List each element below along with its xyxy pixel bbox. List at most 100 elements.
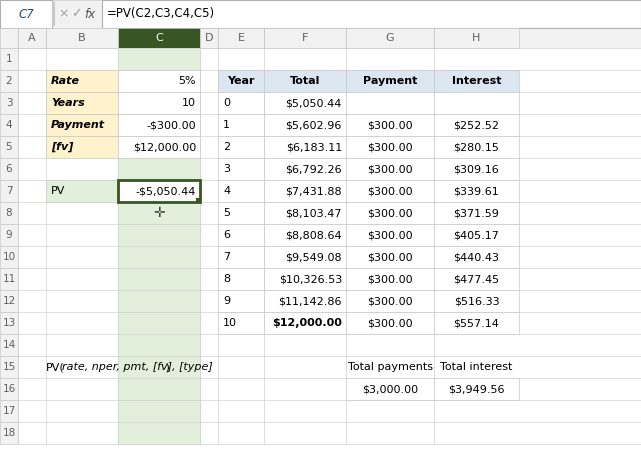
Bar [346, 136, 434, 158]
Text: 6: 6 [6, 164, 12, 174]
Text: ✓: ✓ [71, 8, 81, 21]
Bar [200, 28, 218, 48]
Text: 10: 10 [223, 318, 237, 328]
Bar [264, 92, 346, 114]
Bar [218, 268, 264, 290]
Text: $6,792.26: $6,792.26 [285, 164, 342, 174]
Bar [46, 28, 118, 48]
Bar [118, 70, 200, 92]
Text: $5,050.44: $5,050.44 [286, 98, 342, 108]
Text: fx: fx [85, 8, 96, 21]
Text: $12,000.00: $12,000.00 [272, 318, 342, 328]
Bar [18, 28, 46, 48]
Text: E: E [238, 33, 244, 43]
Bar [0, 92, 18, 114]
Text: $440.43: $440.43 [453, 252, 499, 262]
Bar [218, 92, 264, 114]
Text: ✛: ✛ [153, 206, 165, 220]
Bar [118, 224, 200, 246]
Text: =PV(C2,C3,C4,C5): =PV(C2,C3,C4,C5) [107, 8, 215, 21]
Bar [46, 92, 118, 114]
Text: C7: C7 [18, 8, 34, 21]
Text: $300.00: $300.00 [367, 120, 413, 130]
Text: Payment: Payment [363, 76, 417, 86]
Bar [0, 422, 18, 444]
Bar [218, 312, 264, 334]
Text: 3: 3 [6, 98, 12, 108]
Text: $405.17: $405.17 [454, 230, 499, 240]
Bar [346, 180, 434, 202]
Bar [46, 70, 118, 92]
Text: $300.00: $300.00 [367, 274, 413, 284]
Text: $557.14: $557.14 [454, 318, 499, 328]
Bar [118, 312, 200, 334]
Text: A: A [28, 33, 36, 43]
Bar [264, 180, 346, 202]
Bar [118, 136, 200, 158]
Text: F: F [302, 33, 308, 43]
Text: $8,808.64: $8,808.64 [285, 230, 342, 240]
Bar [434, 92, 519, 114]
Bar [346, 290, 434, 312]
Bar [264, 28, 346, 48]
Text: -$300.00: -$300.00 [146, 120, 196, 130]
Text: B: B [78, 33, 86, 43]
Text: $300.00: $300.00 [367, 296, 413, 306]
Bar [264, 114, 346, 136]
Bar [434, 136, 519, 158]
Bar [218, 202, 264, 224]
Text: 2: 2 [223, 142, 230, 152]
Bar [264, 312, 346, 334]
Text: 9: 9 [6, 230, 12, 240]
Bar [118, 290, 200, 312]
Bar [0, 48, 641, 444]
Bar [0, 290, 18, 312]
Text: 5%: 5% [178, 76, 196, 86]
Text: $516.33: $516.33 [454, 296, 499, 306]
Text: $300.00: $300.00 [367, 318, 413, 328]
Text: $10,326.53: $10,326.53 [279, 274, 342, 284]
Text: ): ) [162, 362, 170, 372]
Bar [0, 180, 18, 202]
Text: Total interest: Total interest [440, 362, 513, 372]
Text: 1: 1 [223, 120, 230, 130]
Bar [264, 290, 346, 312]
Bar [434, 202, 519, 224]
Bar [434, 28, 519, 48]
Bar [346, 114, 434, 136]
Bar [118, 400, 200, 422]
Bar [434, 114, 519, 136]
Bar [0, 246, 18, 268]
Bar [0, 28, 641, 48]
Bar [118, 202, 200, 224]
Bar [118, 268, 200, 290]
Bar [118, 378, 200, 400]
Text: Total: Total [290, 76, 320, 86]
Bar [218, 180, 264, 202]
Bar [346, 158, 434, 180]
Text: H: H [472, 33, 481, 43]
Text: 7: 7 [6, 186, 12, 196]
Text: 8: 8 [223, 274, 230, 284]
Bar [0, 158, 18, 180]
Bar [218, 290, 264, 312]
Bar [0, 202, 18, 224]
Bar [0, 356, 18, 378]
Text: 5: 5 [6, 142, 12, 152]
Text: Interest: Interest [452, 76, 501, 86]
Text: 4: 4 [223, 186, 230, 196]
Text: ×: × [59, 8, 69, 21]
Text: $300.00: $300.00 [367, 230, 413, 240]
Bar [218, 246, 264, 268]
Text: $3,000.00: $3,000.00 [362, 384, 418, 394]
Text: $280.15: $280.15 [454, 142, 499, 152]
Text: -$5,050.44: -$5,050.44 [136, 186, 196, 196]
Bar [0, 114, 18, 136]
Text: $300.00: $300.00 [367, 164, 413, 174]
Text: $7,431.88: $7,431.88 [285, 186, 342, 196]
Text: $6,183.11: $6,183.11 [286, 142, 342, 152]
Text: $477.45: $477.45 [453, 274, 499, 284]
Text: 6: 6 [223, 230, 230, 240]
Text: 12: 12 [3, 296, 15, 306]
Bar [0, 268, 18, 290]
